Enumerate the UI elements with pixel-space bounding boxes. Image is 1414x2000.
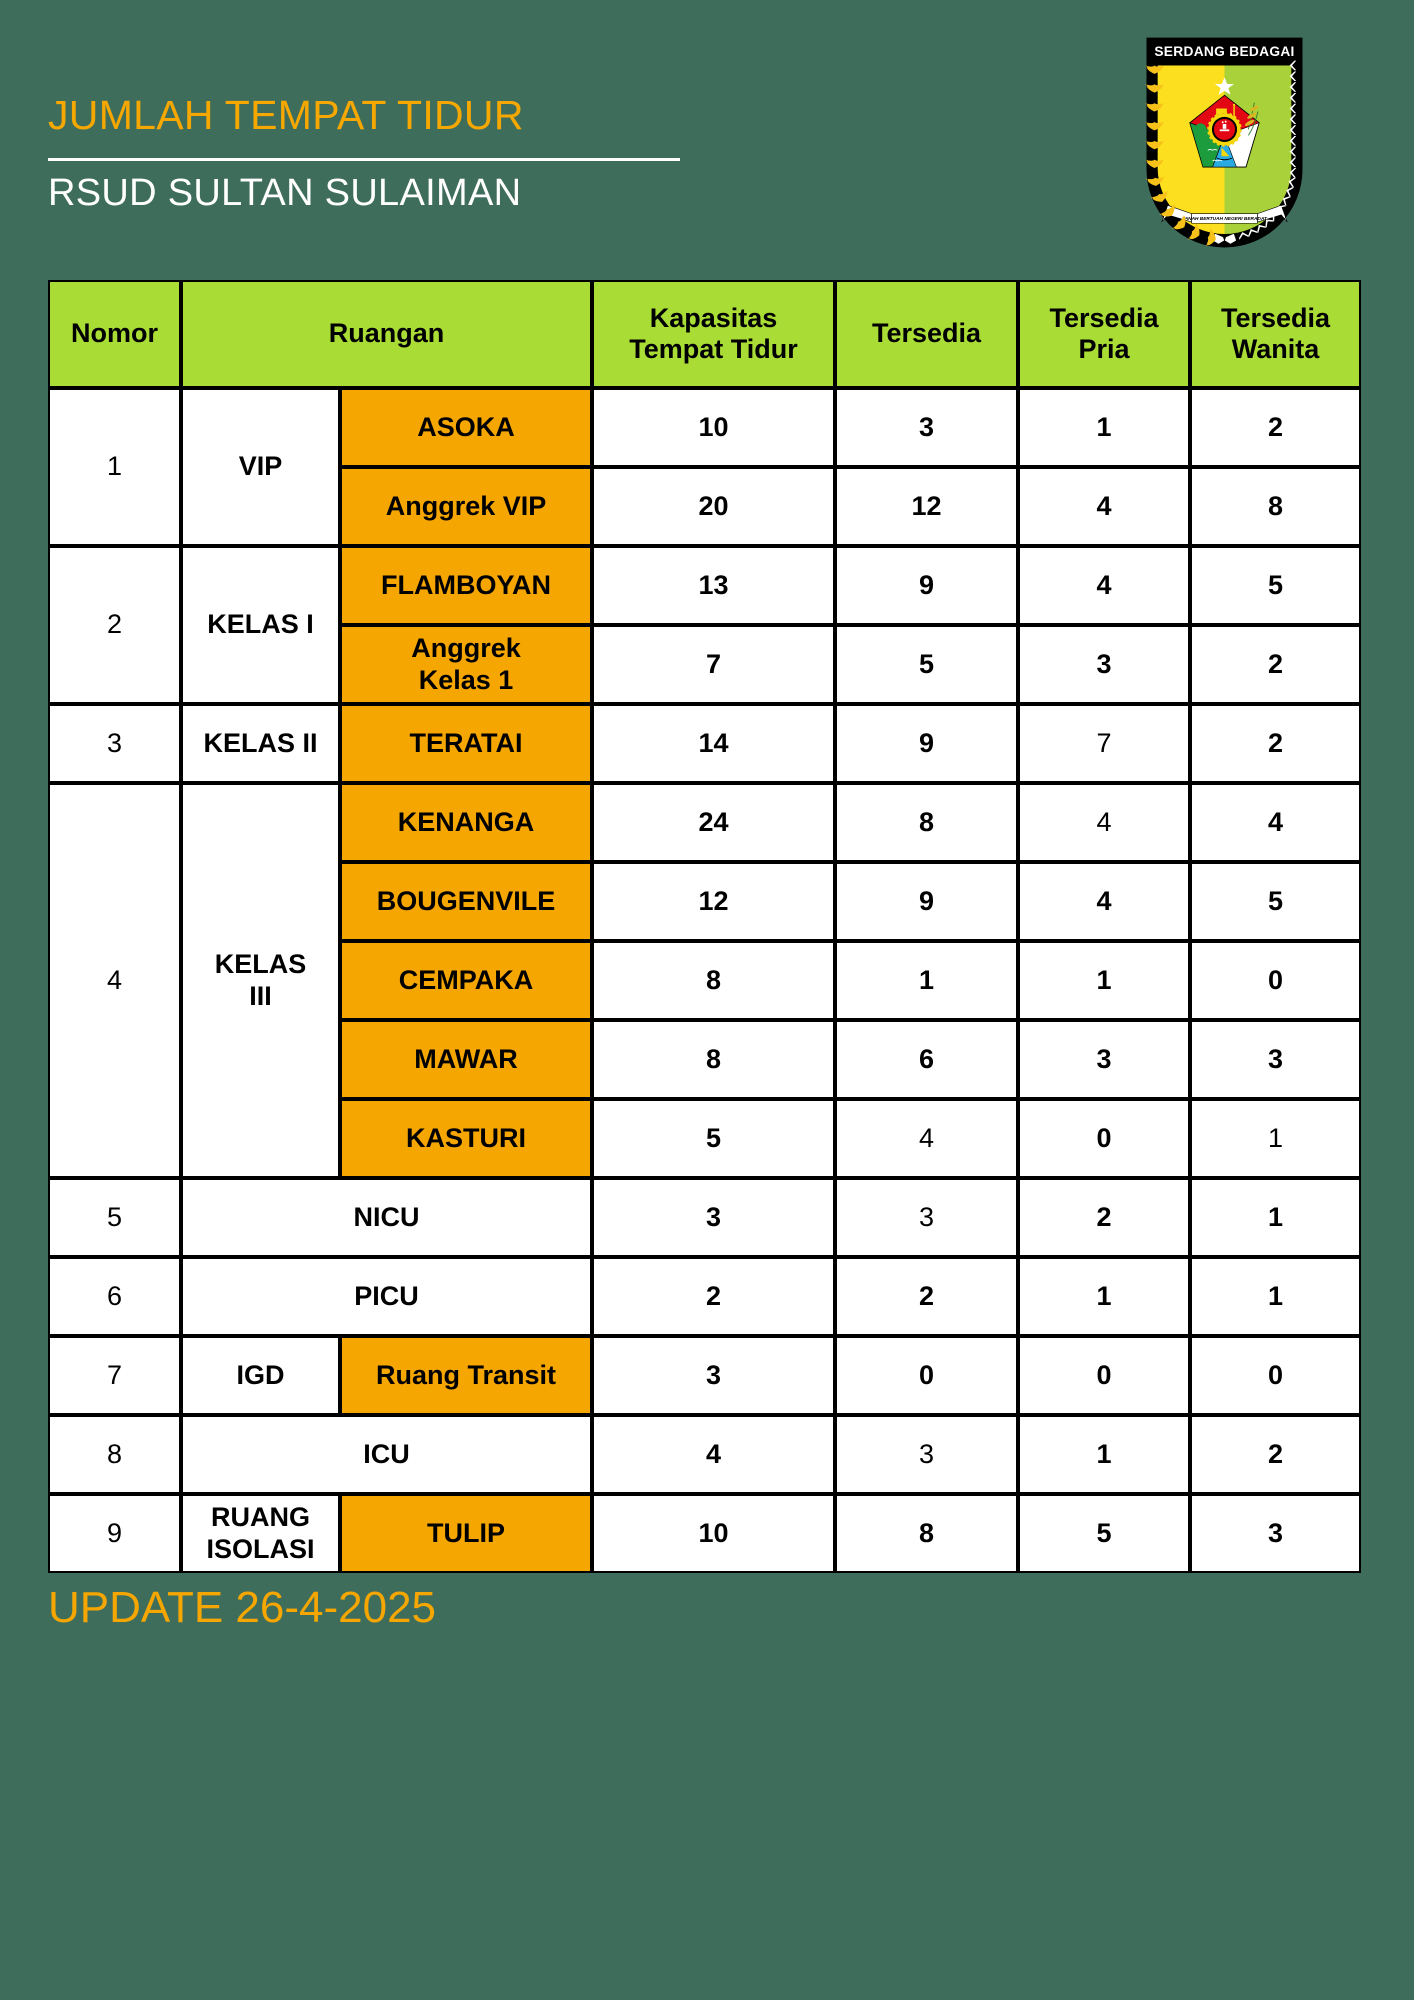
svg-text:SERDANG BEDAGAI: SERDANG BEDAGAI <box>1154 44 1294 59</box>
svg-text:TANAH BERTUAH NEGERI BERADAT: TANAH BERTUAH NEGERI BERADAT <box>1182 216 1268 222</box>
